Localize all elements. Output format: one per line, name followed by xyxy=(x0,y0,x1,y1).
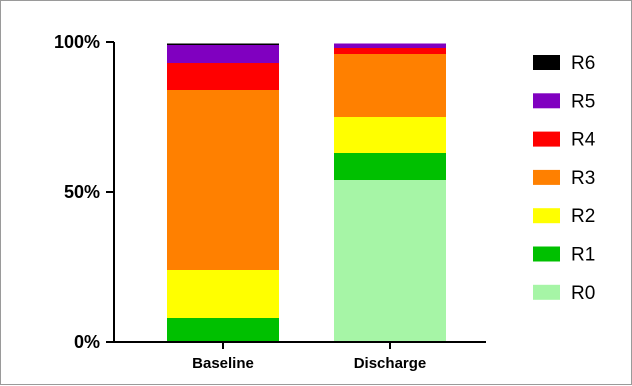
bar-segment-discharge-r2 xyxy=(334,117,446,153)
x-tick-label-baseline: Baseline xyxy=(192,355,254,372)
legend-label-r0: R0 xyxy=(571,283,595,304)
legend-label-r6: R6 xyxy=(571,53,595,74)
legend-swatch-r0 xyxy=(533,284,560,300)
legend-swatch-r3 xyxy=(533,169,560,185)
bar-segment-discharge-r0 xyxy=(334,180,446,342)
legend-swatch-r1 xyxy=(533,246,560,262)
y-tick-label-100: 100% xyxy=(54,32,100,52)
legend-label-r3: R3 xyxy=(571,168,595,189)
bar-segment-baseline-r4 xyxy=(167,63,279,90)
x-tick-label-discharge: Discharge xyxy=(354,355,427,372)
bar-segment-discharge-r4 xyxy=(334,48,446,54)
bar-segment-discharge-r1 xyxy=(334,153,446,180)
legend-label-r2: R2 xyxy=(571,206,595,227)
bar-segment-baseline-r2 xyxy=(167,270,279,318)
bar-segment-discharge-r3 xyxy=(334,54,446,117)
legend-swatch-r5 xyxy=(533,93,560,109)
y-tick-label-0: 0% xyxy=(74,332,100,352)
legend-label-r1: R1 xyxy=(571,245,595,266)
legend-swatch-r2 xyxy=(533,208,560,224)
bar-segment-baseline-r3 xyxy=(167,90,279,270)
legend-label-r5: R5 xyxy=(571,91,595,112)
bar-segment-baseline-r1 xyxy=(167,318,279,342)
bar-segment-baseline-r5 xyxy=(167,45,279,63)
bar-segment-discharge-r5 xyxy=(334,43,446,48)
bar-segment-baseline-r6 xyxy=(167,43,279,45)
legend-swatch-r4 xyxy=(533,131,560,147)
legend-swatch-r6 xyxy=(533,55,560,70)
y-tick-label-50: 50% xyxy=(64,182,100,202)
legend-label-r4: R4 xyxy=(571,130,596,151)
